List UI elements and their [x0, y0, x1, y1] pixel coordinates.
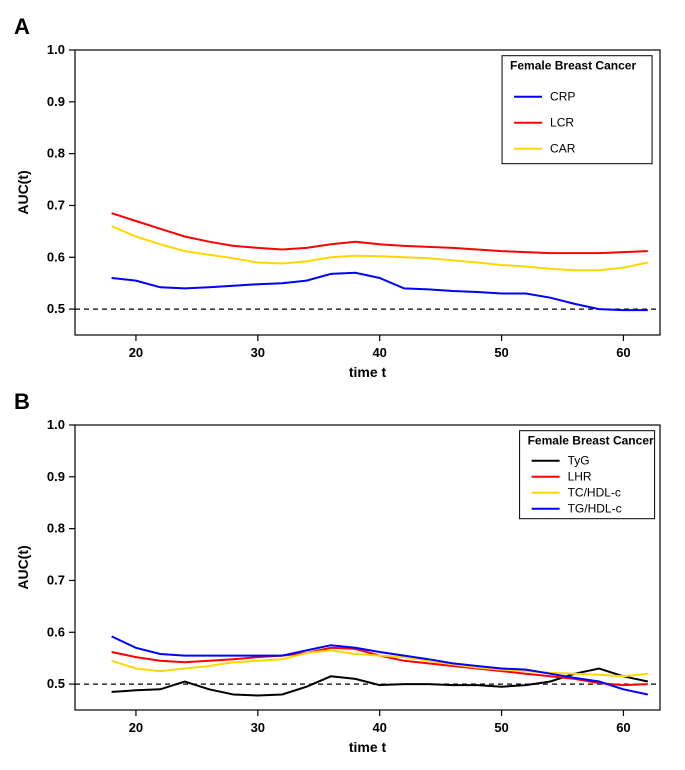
svg-text:60: 60 [616, 720, 630, 735]
svg-text:0.7: 0.7 [47, 572, 65, 587]
panel-b-chart: 0.5 0.6 0.7 0.8 0.9 1.0 20 30 40 50 60 time t AUC(t)… [10, 415, 675, 760]
svg-text:TG/HDL-c: TG/HDL-c [568, 502, 622, 516]
svg-text:0.5: 0.5 [47, 676, 65, 691]
panel-a-label: A [14, 14, 675, 40]
svg-text:1.0: 1.0 [47, 42, 65, 57]
svg-text:50: 50 [494, 720, 508, 735]
svg-text:CAR: CAR [550, 142, 576, 156]
svg-text:0.6: 0.6 [47, 249, 65, 264]
svg-text:CRP: CRP [550, 90, 575, 104]
svg-text:LHR: LHR [568, 470, 592, 484]
svg-text:0.8: 0.8 [47, 521, 65, 536]
svg-text:0.7: 0.7 [47, 197, 65, 212]
svg-text:60: 60 [616, 345, 630, 360]
svg-text:time t: time t [349, 739, 387, 755]
svg-text:LCR: LCR [550, 116, 574, 130]
svg-text:0.8: 0.8 [47, 146, 65, 161]
svg-text:1.0: 1.0 [47, 417, 65, 432]
svg-text:50: 50 [494, 345, 508, 360]
svg-text:Female Breast Cancer: Female Breast Cancer [528, 434, 654, 448]
figure: A 0.5 0.6 0.7 0.8 0.9 1.0 20 30 40 50 60 time t AUC(… [10, 14, 675, 760]
svg-text:0.6: 0.6 [47, 624, 65, 639]
svg-text:time t: time t [349, 364, 387, 380]
svg-text:AUC(t): AUC(t) [15, 170, 31, 214]
svg-text:20: 20 [129, 345, 143, 360]
svg-text:0.9: 0.9 [47, 469, 65, 484]
svg-text:Female Breast Cancer: Female Breast Cancer [510, 59, 636, 73]
svg-text:20: 20 [129, 720, 143, 735]
svg-text:TC/HDL-c: TC/HDL-c [568, 486, 621, 500]
svg-text:30: 30 [251, 720, 265, 735]
panel-b-label: B [14, 389, 675, 415]
svg-text:0.9: 0.9 [47, 94, 65, 109]
panel-a-chart: 0.5 0.6 0.7 0.8 0.9 1.0 20 30 40 50 60 time t AUC(t)… [10, 40, 675, 385]
svg-text:30: 30 [251, 345, 265, 360]
svg-text:TyG: TyG [568, 454, 590, 468]
svg-text:40: 40 [372, 720, 386, 735]
svg-text:40: 40 [372, 345, 386, 360]
svg-text:AUC(t): AUC(t) [15, 545, 31, 589]
svg-text:0.5: 0.5 [47, 301, 65, 316]
